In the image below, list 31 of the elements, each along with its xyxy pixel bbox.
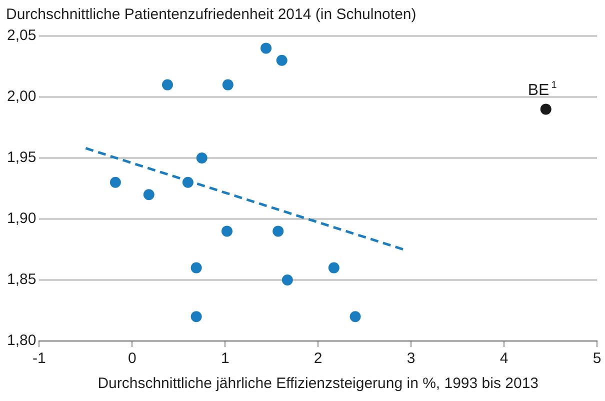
point	[276, 54, 288, 66]
x-tick-label: 5	[592, 350, 602, 368]
y-tick-label: 1,80	[6, 332, 36, 350]
point	[328, 262, 340, 274]
point	[272, 226, 284, 237]
y-tick-label: 2,05	[6, 27, 36, 44]
point	[222, 79, 234, 90]
x-axis-title: Durchschnittliche jährliche Effizienzsteigerung in %, 1993 bis 2013	[98, 375, 539, 392]
x-tick-label: 4	[500, 350, 508, 368]
y-tick-label: 1,95	[6, 149, 36, 166]
point	[282, 274, 293, 286]
y-tick-label: 1,85	[6, 271, 36, 288]
y-tick-label: 1,90	[6, 210, 36, 228]
point	[143, 189, 154, 200]
point	[190, 311, 202, 322]
point	[221, 226, 232, 237]
point	[110, 176, 121, 188]
x-tick-label: -1	[32, 350, 46, 368]
x-tick-label: 1	[220, 350, 230, 368]
point	[196, 152, 208, 164]
x-tick-label: 2	[314, 350, 322, 368]
point	[540, 104, 552, 115]
y-axis-title: Durchschnittliche Patientenzufriedenheit 2014 (in Schulnoten)	[6, 6, 416, 23]
point	[260, 42, 272, 54]
point	[350, 311, 361, 322]
y-tick-label: 2,00	[6, 88, 36, 106]
x-tick-label: 3	[406, 350, 416, 368]
point	[182, 176, 194, 188]
point	[190, 262, 202, 274]
point	[162, 79, 173, 90]
x-tick-label: 0	[128, 350, 136, 368]
